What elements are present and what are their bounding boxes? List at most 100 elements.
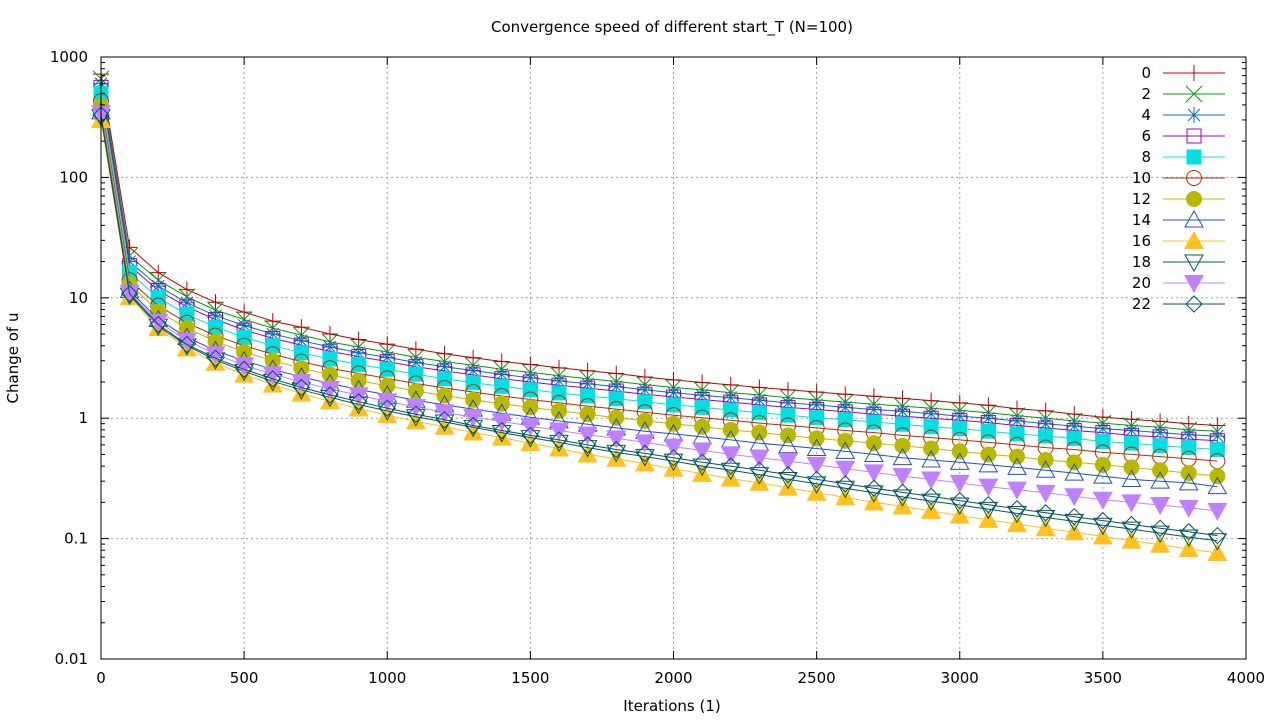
y-tick-label: 10 [69, 289, 88, 307]
series-point [636, 412, 653, 429]
series-point [636, 381, 653, 398]
legend-label: 2 [1141, 85, 1151, 103]
series-line [100, 83, 1218, 437]
series-point [1209, 428, 1226, 445]
series-point [348, 387, 369, 406]
series-point [1151, 519, 1169, 537]
series-point [892, 489, 913, 507]
series-point [665, 415, 682, 432]
series-point [692, 463, 713, 482]
series-point [865, 435, 882, 452]
series-point [207, 294, 224, 311]
series-point [1121, 521, 1142, 540]
legend-label: 8 [1141, 148, 1151, 166]
series-point [1178, 499, 1199, 518]
series-point [608, 378, 625, 395]
series-point [865, 479, 883, 497]
series-point [120, 285, 139, 303]
series-point [491, 427, 512, 446]
legend-entry-2: 2 [1141, 85, 1225, 103]
series-point [923, 419, 939, 435]
series-point [751, 424, 768, 441]
series-point [293, 345, 309, 361]
legend-entry-6: 6 [1141, 127, 1225, 145]
series-line [100, 101, 1218, 462]
y-tick-label: 1000 [50, 48, 88, 66]
legend-label: 16 [1132, 232, 1151, 250]
series-point [236, 317, 253, 334]
series-point [1066, 430, 1082, 446]
series-point [1064, 513, 1085, 532]
series-point [749, 472, 770, 491]
series-point [1066, 418, 1083, 435]
legend-entry-10: 10 [1132, 169, 1225, 187]
series-point [634, 453, 655, 472]
series-point [607, 440, 625, 459]
series-point [749, 449, 770, 468]
series-point [1124, 435, 1139, 451]
series-point [349, 393, 368, 411]
series-point [208, 319, 223, 335]
series-point [778, 435, 798, 454]
series-point [806, 456, 827, 475]
series-point [663, 458, 684, 477]
series-point [1008, 500, 1026, 518]
legend-label: 10 [1132, 169, 1151, 187]
series-point [923, 440, 940, 457]
series-point [980, 423, 996, 439]
x-tick-label: 3000 [941, 669, 979, 687]
series-line [100, 113, 1218, 512]
legend-entry-16: 16 [1132, 231, 1225, 250]
series-point [579, 406, 596, 423]
grid [101, 57, 1246, 659]
series-point [807, 470, 826, 489]
series-point [1122, 515, 1141, 534]
series-point [320, 391, 340, 410]
series-point [178, 335, 196, 354]
series-point [1093, 466, 1113, 484]
series-point [291, 373, 312, 392]
series-line [100, 74, 1218, 426]
series-point [1152, 424, 1169, 441]
series-point [892, 447, 913, 466]
x-tick-label: 500 [230, 669, 259, 687]
series-point [1209, 441, 1225, 457]
series-point [1064, 463, 1085, 481]
series-point [150, 264, 167, 281]
series-point [1035, 509, 1056, 528]
series-point [350, 344, 367, 361]
series-point [892, 468, 913, 487]
series-point [322, 351, 338, 367]
series-point [808, 430, 825, 447]
series-point [665, 384, 682, 401]
series-point [894, 403, 911, 420]
legend-entry-18: 18 [1132, 253, 1225, 273]
series-point [951, 443, 968, 460]
legend-entry-4: 4 [1141, 106, 1225, 124]
series-point [1186, 149, 1202, 165]
series-point [378, 399, 396, 417]
y-tick-label: 0.1 [64, 530, 88, 548]
series-point [292, 378, 311, 397]
series-point [264, 370, 282, 388]
series-point [205, 346, 226, 365]
series-point [1037, 415, 1054, 432]
series-point [1150, 471, 1170, 489]
legend-label: 6 [1141, 127, 1151, 145]
series-point [1064, 488, 1085, 507]
series-point [722, 389, 739, 406]
series-point [1180, 523, 1198, 541]
series-point [1207, 542, 1228, 561]
series-point [322, 339, 338, 356]
series-point [236, 329, 252, 345]
series-point [437, 371, 452, 387]
series-point [864, 444, 884, 462]
series-point [1123, 459, 1140, 476]
series-point [837, 399, 854, 416]
series-point [1066, 454, 1083, 471]
series-point [121, 253, 138, 270]
series-line [100, 93, 1218, 450]
series-point [979, 496, 998, 514]
series-point [408, 366, 424, 382]
series-point [1150, 525, 1170, 544]
